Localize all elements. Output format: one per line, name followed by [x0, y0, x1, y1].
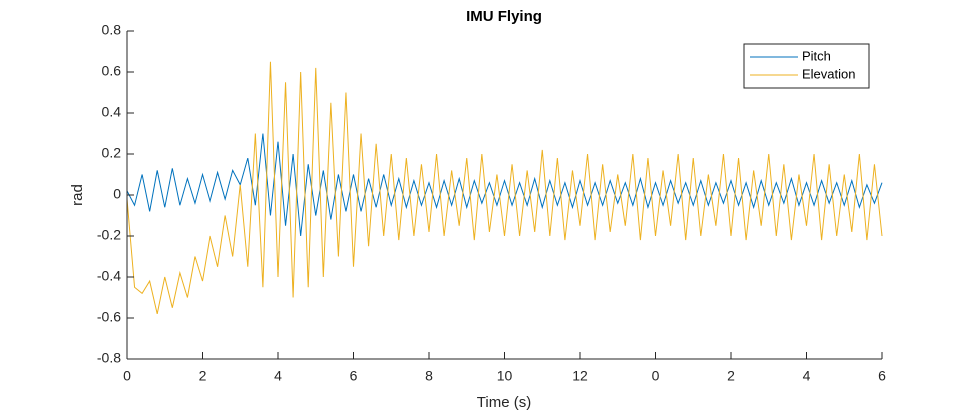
y-axis-label: rad [69, 184, 86, 206]
x-tick-label: 6 [350, 368, 358, 384]
y-tick-label: 0.2 [102, 145, 122, 161]
y-tick-label: -0.2 [97, 227, 121, 243]
y-tick-label: -0.6 [97, 309, 121, 325]
x-tick-label: 0 [652, 368, 660, 384]
y-tick-label: 0.6 [102, 63, 122, 79]
legend-box [743, 43, 870, 89]
y-tick-label: -0.4 [97, 268, 121, 284]
x-tick-label: 10 [497, 368, 513, 384]
legend-label: Elevation [802, 66, 855, 81]
y-tick-label: 0 [113, 186, 121, 202]
x-tick-label: 8 [425, 368, 433, 384]
y-tick-label: 0.8 [102, 22, 122, 38]
x-tick-label: 0 [123, 368, 131, 384]
x-axis-label: Time (s) [477, 394, 531, 411]
x-tick-label: 6 [878, 368, 886, 384]
x-tick-label: 2 [199, 368, 207, 384]
x-tick-label: 2 [727, 368, 735, 384]
line-series [126, 133, 883, 237]
y-tick-label: 0.4 [102, 104, 122, 120]
legend-label: Pitch [802, 48, 831, 63]
x-tick-label: 12 [572, 368, 588, 384]
x-tick-label: 4 [803, 368, 811, 384]
x-tick-label: 4 [274, 368, 282, 384]
y-tick-label: -0.8 [97, 350, 121, 366]
chart-title: IMU Flying [466, 8, 542, 25]
line-series [126, 61, 883, 315]
